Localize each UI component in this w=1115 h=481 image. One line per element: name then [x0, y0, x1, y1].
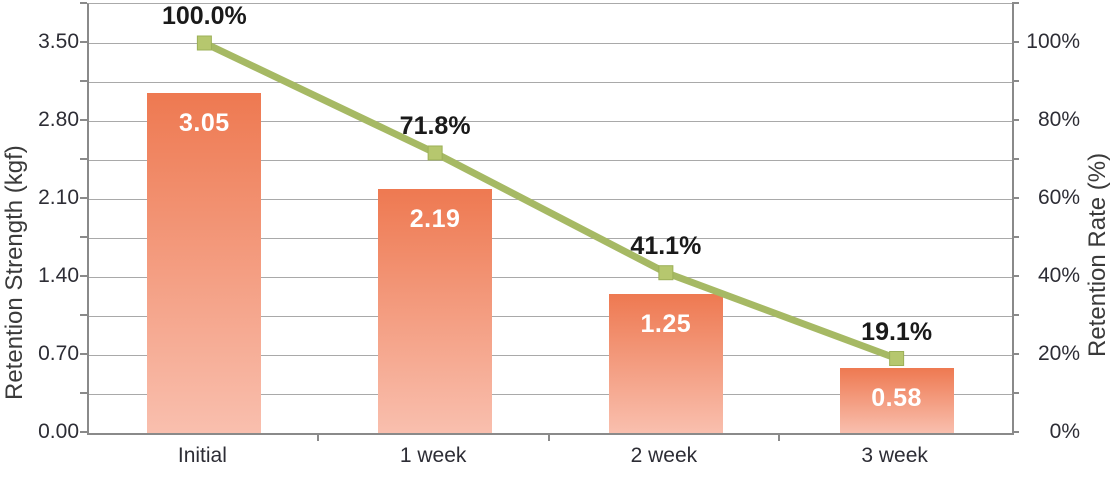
right-axis-tick [1012, 2, 1019, 4]
right-axis-tick-label: 20% [1037, 342, 1080, 365]
retention-rate-line-series [196, 35, 905, 367]
right-axis-tick [1012, 41, 1019, 43]
bar-initial: 3.05 [147, 93, 262, 433]
gridline [89, 120, 1012, 122]
right-axis-title: Retention Rate (%) [1084, 152, 1111, 358]
line-marker [658, 265, 674, 281]
right-axis-tick [1012, 431, 1019, 433]
gridline [89, 315, 1012, 317]
bar-3-week: 0.58 [839, 368, 954, 433]
x-axis-category-label: Initial [177, 444, 227, 467]
gridline [89, 393, 1012, 395]
right-axis-tick [1012, 314, 1019, 316]
bar-value-label: 0.58 [871, 384, 922, 413]
right-axis-tick [1012, 197, 1019, 199]
left-axis-tick [80, 158, 87, 160]
left-axis-tick [80, 119, 87, 121]
line-marker [196, 35, 212, 51]
left-axis-tick [80, 80, 87, 82]
right-axis-tick [1012, 275, 1019, 277]
bar-2-week: 1.25 [608, 293, 723, 433]
left-axis-tick [80, 353, 87, 355]
line-marker [427, 145, 443, 161]
left-axis-tick-label: 0.70 [38, 342, 79, 365]
bar-value-label: 1.25 [640, 309, 692, 338]
left-axis-tick [80, 41, 87, 43]
left-axis-tick-label: 1.40 [38, 264, 79, 287]
plot-area: 3.05 2.19 1.25 0.58 100.0% 71.8% 41.1% 19.1% [87, 2, 1014, 435]
gridline [89, 276, 1012, 278]
gridline [89, 354, 1012, 356]
right-axis-tick [1012, 80, 1019, 82]
line-data-label: 71.8% [399, 111, 471, 140]
left-axis-tick-label: 0.00 [38, 420, 79, 443]
left-axis-tick [80, 314, 87, 316]
gridline [89, 81, 1012, 83]
line-marker [889, 351, 905, 367]
right-axis-tick [1012, 236, 1019, 238]
x-axis-category-label: 1 week [399, 444, 467, 467]
left-axis-tick-label: 2.10 [38, 186, 79, 209]
left-axis-tick [80, 2, 87, 4]
line-data-label: 41.1% [630, 231, 702, 260]
left-axis-tick [80, 431, 87, 433]
x-axis-category-label: 2 week [630, 444, 698, 467]
x-axis-category-label: 3 week [861, 444, 928, 467]
left-axis-tick [80, 275, 87, 277]
left-axis-tick [80, 236, 87, 238]
right-axis-tick-label: 40% [1037, 264, 1080, 287]
right-axis-tick [1012, 119, 1019, 121]
x-axis-tick [547, 434, 550, 441]
left-axis-tick-label: 2.80 [38, 108, 79, 131]
gridline [89, 198, 1012, 200]
right-axis-tick-label: 60% [1037, 186, 1080, 209]
bar-1-week: 2.19 [378, 188, 493, 433]
bar-value-label: 3.05 [179, 109, 230, 138]
gridline [89, 237, 1012, 239]
right-axis-tick-label: 100% [1026, 30, 1080, 53]
left-axis-tick [80, 197, 87, 199]
bar-value-label: 2.19 [409, 204, 461, 233]
gridline [89, 159, 1012, 161]
x-axis-tick [778, 434, 781, 441]
line-data-label: 100.0% [161, 2, 247, 30]
line-data-label: 19.1% [861, 317, 933, 346]
right-axis-tick-label: 80% [1037, 108, 1080, 131]
x-axis-tick [316, 434, 319, 441]
right-axis-tick-label: 0% [1049, 420, 1080, 443]
left-axis-tick [80, 392, 87, 394]
right-axis-tick [1012, 392, 1019, 394]
gridline [89, 42, 1012, 44]
right-axis-tick [1012, 158, 1019, 160]
right-axis-tick [1012, 353, 1019, 355]
line-path [202, 39, 898, 362]
left-axis-tick-label: 3.50 [38, 30, 79, 53]
